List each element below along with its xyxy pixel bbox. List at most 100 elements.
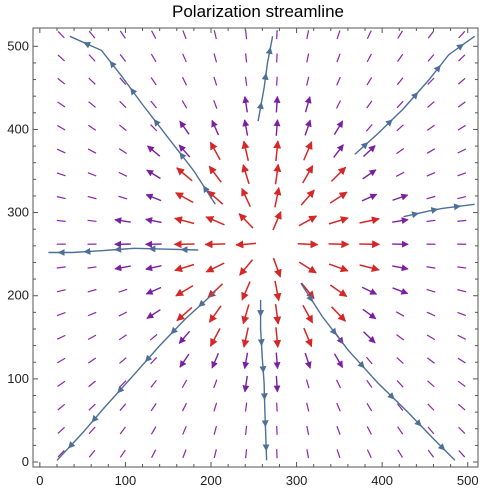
- field-arrow: [87, 172, 97, 177]
- field-arrow: [181, 402, 187, 412]
- field-arrow: [365, 123, 373, 132]
- field-arrow: [304, 119, 312, 136]
- streamline-arrow: [153, 118, 161, 127]
- field-arrow: [213, 100, 218, 109]
- axis-frame: 0 100 200 300 400 500 0 100 200 300 400 500: [7, 27, 479, 488]
- streamline-arrow: [453, 203, 461, 211]
- field-arrow: [359, 264, 380, 273]
- streamline-arrow: [144, 354, 153, 363]
- streamline-arrow: [385, 119, 393, 127]
- field-arrow: [427, 30, 435, 39]
- field-arrow: [392, 193, 409, 201]
- field-arrow: [238, 213, 254, 229]
- field-arrow: [457, 266, 467, 269]
- field-arrow: [118, 124, 127, 132]
- field-arrow: [273, 187, 282, 208]
- field-arrow: [366, 426, 372, 435]
- field-arrow: [57, 125, 66, 131]
- field-arrow: [457, 124, 466, 131]
- field-arrow: [273, 119, 281, 136]
- y-tick-label: 400: [7, 121, 29, 136]
- field-arrow: [118, 148, 127, 155]
- field-arrow: [118, 334, 127, 341]
- field-arrow: [209, 141, 221, 161]
- field-arrow: [396, 334, 405, 341]
- field-arrow: [273, 304, 282, 325]
- field-arrow: [146, 169, 161, 180]
- field-arrow: [273, 95, 281, 113]
- field-arrow: [328, 216, 349, 225]
- streamline-arrow: [360, 142, 369, 150]
- field-arrow: [88, 101, 96, 108]
- x-tick-label: 200: [200, 473, 222, 488]
- field-arrow: [397, 426, 404, 435]
- x-tick-label: 500: [457, 473, 479, 488]
- field-arrow: [335, 379, 342, 389]
- streamline: [69, 35, 216, 205]
- field-arrow: [118, 171, 128, 177]
- streamline-arrow: [202, 185, 210, 194]
- field-arrow: [366, 449, 372, 459]
- field-arrow: [302, 164, 314, 184]
- field-arrow: [306, 53, 310, 63]
- field-arrow: [298, 261, 317, 274]
- field-arrow: [298, 215, 318, 227]
- field-arrow: [303, 327, 313, 348]
- field-arrow: [119, 53, 127, 62]
- field-arrow: [181, 76, 188, 86]
- field-arrow: [335, 100, 342, 109]
- streamline: [259, 299, 268, 461]
- field-arrow: [306, 30, 310, 40]
- field-arrow: [427, 380, 435, 388]
- field-arrow: [457, 148, 467, 154]
- field-arrow: [146, 145, 161, 157]
- field-arrow: [150, 77, 157, 86]
- field-arrow: [397, 30, 404, 39]
- field-arrow: [336, 402, 341, 412]
- chart-title: Polarization streamline: [172, 2, 344, 21]
- field-arrow: [336, 425, 341, 435]
- field-arrow: [362, 308, 377, 320]
- field-arrow: [336, 76, 341, 86]
- field-arrow: [242, 95, 250, 113]
- field-arrow: [119, 357, 127, 364]
- streamline-arrow: [67, 441, 76, 449]
- field-arrow: [88, 30, 96, 39]
- field-arrow: [57, 403, 66, 411]
- field-arrow: [244, 402, 248, 412]
- y-tick-label: 100: [7, 371, 29, 386]
- field-arrow: [396, 380, 404, 388]
- field-arrow: [303, 141, 313, 161]
- vector-field-layer: [56, 30, 467, 459]
- field-arrow: [207, 190, 224, 205]
- streamline-arrow: [130, 87, 138, 96]
- field-arrow: [333, 353, 344, 369]
- field-arrow: [208, 165, 222, 183]
- field-arrow: [362, 169, 377, 180]
- field-arrow: [182, 426, 187, 435]
- field-arrow: [273, 163, 282, 185]
- field-arrow: [458, 426, 466, 435]
- field-arrow: [181, 379, 188, 389]
- field-arrow: [333, 144, 344, 158]
- field-arrow: [426, 219, 436, 223]
- field-arrow: [304, 96, 312, 113]
- x-tick-label: 400: [371, 473, 393, 488]
- field-arrow: [241, 187, 251, 208]
- field-arrow: [87, 266, 97, 269]
- field-arrow: [87, 311, 97, 317]
- field-arrow: [179, 353, 190, 368]
- field-arrow: [397, 449, 403, 458]
- field-arrow: [365, 356, 373, 365]
- streamline-arrow: [430, 207, 439, 214]
- field-arrow: [213, 76, 218, 86]
- field-arrow: [244, 76, 248, 86]
- field-arrow: [458, 449, 466, 458]
- field-arrow: [427, 426, 435, 435]
- field-arrow: [150, 356, 158, 365]
- field-arrow: [56, 266, 66, 269]
- field-arrow: [87, 195, 97, 200]
- field-arrow: [150, 379, 157, 388]
- field-arrow: [273, 140, 282, 162]
- field-arrow: [331, 306, 347, 322]
